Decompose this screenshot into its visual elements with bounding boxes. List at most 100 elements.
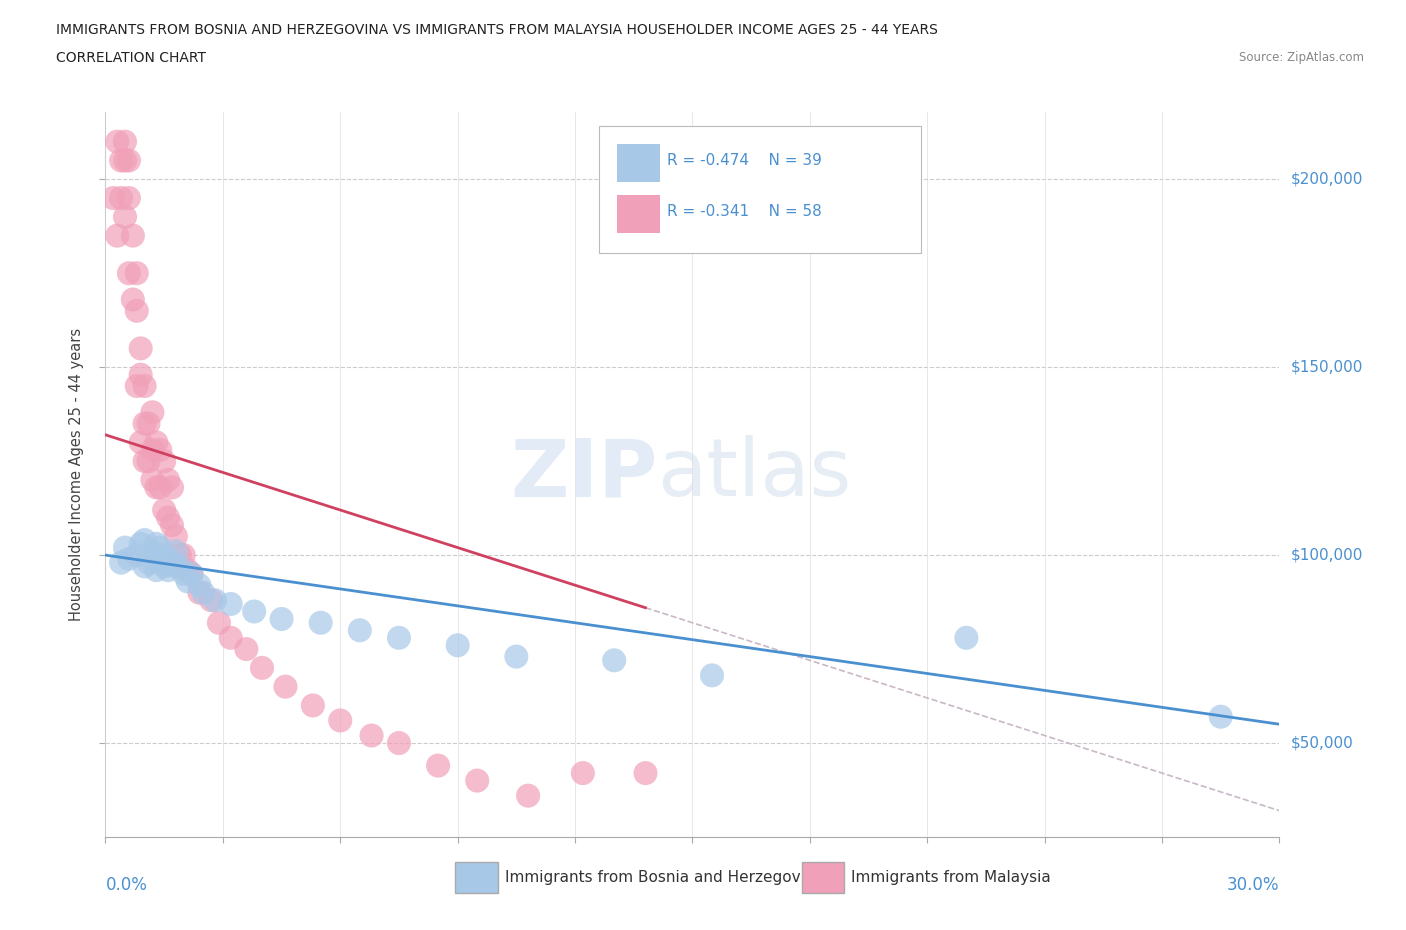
Point [114, 134, 136, 149]
Point [157, 551, 180, 566]
Point [180, 566, 202, 581]
Point [165, 544, 187, 559]
Point [427, 758, 450, 773]
Point [176, 563, 198, 578]
Point [118, 551, 141, 566]
Y-axis label: Householder Income Ages 25 - 44 years: Householder Income Ages 25 - 44 years [69, 327, 84, 621]
Point [157, 510, 180, 525]
Point [153, 454, 176, 469]
Point [149, 540, 172, 555]
Point [360, 728, 382, 743]
Point [388, 736, 411, 751]
Point [160, 480, 183, 495]
Point [505, 649, 527, 664]
Point [517, 789, 540, 804]
Point [153, 548, 176, 563]
Point [173, 566, 195, 581]
Point [134, 454, 156, 469]
Point [193, 585, 215, 600]
Point [149, 443, 172, 458]
Point [134, 533, 156, 548]
Point [114, 153, 136, 168]
Point [200, 592, 222, 607]
Point [349, 623, 371, 638]
Point [125, 548, 148, 563]
Text: R = -0.474    N = 39: R = -0.474 N = 39 [666, 153, 821, 168]
Point [188, 585, 211, 600]
Point [118, 191, 141, 206]
Text: IMMIGRANTS FROM BOSNIA AND HERZEGOVINA VS IMMIGRANTS FROM MALAYSIA HOUSEHOLDER I: IMMIGRANTS FROM BOSNIA AND HERZEGOVINA V… [56, 23, 938, 37]
Point [134, 379, 156, 393]
Point [114, 540, 136, 555]
Point [243, 604, 266, 619]
Point [603, 653, 626, 668]
Point [149, 555, 172, 570]
Point [955, 631, 977, 645]
Point [274, 679, 297, 694]
Point [208, 616, 231, 631]
Point [145, 537, 167, 551]
Point [105, 228, 128, 243]
Point [125, 266, 148, 281]
Point [118, 153, 141, 168]
Point [165, 529, 187, 544]
Point [180, 566, 202, 581]
FancyBboxPatch shape [599, 126, 921, 253]
Point [219, 596, 242, 611]
Point [572, 765, 595, 780]
Text: $50,000: $50,000 [1291, 736, 1354, 751]
Text: CORRELATION CHART: CORRELATION CHART [56, 51, 207, 65]
Point [169, 548, 191, 563]
Point [138, 454, 160, 469]
Point [145, 435, 167, 450]
Point [121, 292, 143, 307]
Point [141, 405, 163, 419]
Point [157, 472, 180, 487]
Text: Immigrants from Bosnia and Herzegovina: Immigrants from Bosnia and Herzegovina [505, 870, 824, 885]
Point [141, 472, 163, 487]
Point [388, 631, 411, 645]
Text: $100,000: $100,000 [1291, 548, 1362, 563]
Point [165, 559, 187, 574]
Point [188, 578, 211, 592]
Point [141, 544, 163, 559]
Text: atlas: atlas [657, 435, 852, 513]
Point [235, 642, 257, 657]
Point [157, 563, 180, 578]
Text: ZIP: ZIP [510, 435, 657, 513]
Text: Immigrants from Malaysia: Immigrants from Malaysia [851, 870, 1050, 885]
Point [270, 612, 292, 627]
Point [138, 416, 160, 431]
Text: 30.0%: 30.0% [1227, 876, 1279, 894]
Point [302, 698, 325, 713]
Text: 0.0%: 0.0% [105, 876, 148, 894]
Point [250, 660, 273, 675]
Point [176, 574, 198, 589]
Point [173, 548, 195, 563]
Text: Source: ZipAtlas.com: Source: ZipAtlas.com [1239, 51, 1364, 64]
Point [145, 480, 167, 495]
Point [110, 555, 132, 570]
Point [110, 191, 132, 206]
Point [153, 502, 176, 517]
Point [141, 443, 163, 458]
Point [125, 303, 148, 318]
Point [134, 559, 156, 574]
FancyBboxPatch shape [617, 195, 659, 232]
Point [129, 341, 152, 356]
Point [149, 480, 172, 495]
FancyBboxPatch shape [801, 862, 844, 893]
Point [634, 765, 657, 780]
Text: R = -0.341    N = 58: R = -0.341 N = 58 [666, 205, 821, 219]
Point [465, 773, 488, 788]
Point [129, 537, 152, 551]
Point [329, 713, 352, 728]
Point [169, 559, 191, 574]
Point [700, 668, 723, 683]
Point [114, 209, 136, 224]
Point [129, 435, 152, 450]
Text: $200,000: $200,000 [1291, 172, 1362, 187]
Point [129, 367, 152, 382]
Point [153, 559, 176, 574]
Point [121, 228, 143, 243]
